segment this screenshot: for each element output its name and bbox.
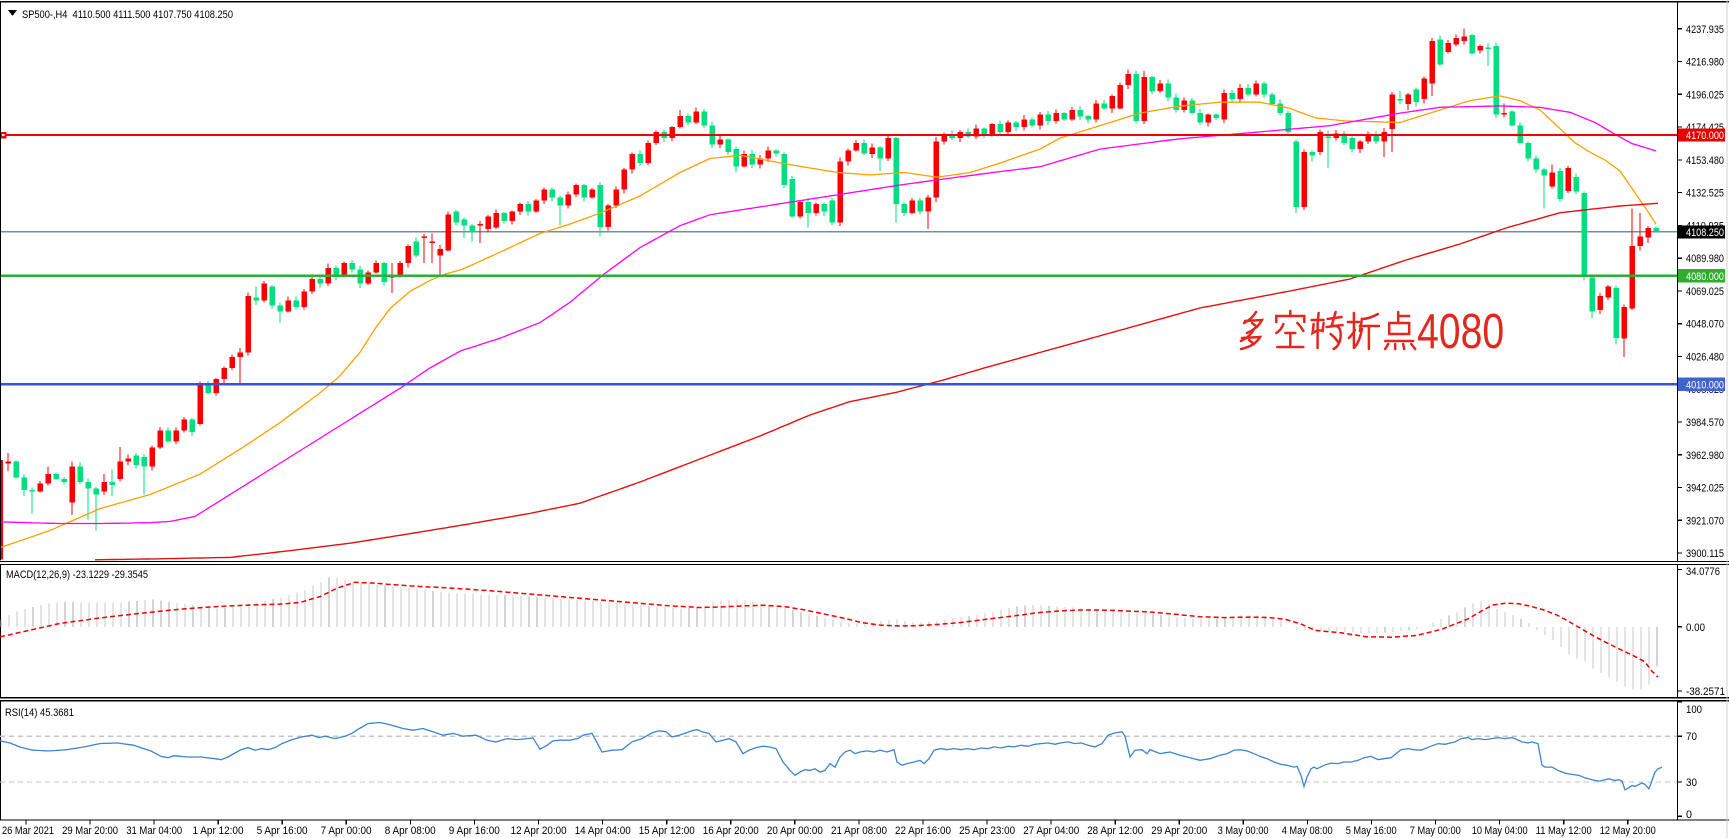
svg-text:4196.025: 4196.025 [1686,89,1724,101]
svg-text:4010.000: 4010.000 [1686,379,1724,391]
svg-text:5 Apr 16:00: 5 Apr 16:00 [257,825,308,837]
svg-text:0.00: 0.00 [1686,622,1705,634]
svg-text:4216.980: 4216.980 [1686,57,1724,69]
svg-text:4170.000: 4170.000 [1686,130,1724,142]
svg-text:15 Apr 12:00: 15 Apr 12:00 [639,825,695,837]
svg-text:4026.480: 4026.480 [1686,352,1724,364]
svg-text:4089.980: 4089.980 [1686,253,1724,265]
svg-text:3984.570: 3984.570 [1686,417,1724,429]
svg-text:20 Apr 00:00: 20 Apr 00:00 [767,825,823,837]
svg-text:16 Apr 20:00: 16 Apr 20:00 [703,825,759,837]
svg-text:10 May 04:00: 10 May 04:00 [1472,825,1528,837]
svg-text:4080: 4080 [1417,305,1504,359]
svg-text:12 Apr 20:00: 12 Apr 20:00 [511,825,567,837]
svg-text:4048.070: 4048.070 [1686,319,1724,331]
svg-text:3921.070: 3921.070 [1686,515,1724,527]
svg-text:8 Apr 08:00: 8 Apr 08:00 [385,825,436,837]
svg-text:29 Mar 20:00: 29 Mar 20:00 [62,825,118,837]
svg-text:25 Apr 23:00: 25 Apr 23:00 [959,825,1015,837]
svg-text:9 Apr 16:00: 9 Apr 16:00 [449,825,500,837]
svg-text:27 Apr 04:00: 27 Apr 04:00 [1023,825,1079,837]
svg-text:7 Apr 00:00: 7 Apr 00:00 [321,825,372,837]
svg-text:4132.525: 4132.525 [1686,188,1724,200]
svg-text:4108.250: 4108.250 [1686,227,1724,239]
svg-text:4069.025: 4069.025 [1686,286,1724,298]
svg-text:3942.025: 3942.025 [1686,483,1724,495]
svg-text:4080.000: 4080.000 [1686,271,1724,283]
svg-text:28 Apr 12:00: 28 Apr 12:00 [1087,825,1143,837]
svg-text:3900.115: 3900.115 [1686,548,1724,560]
svg-text:-38.2571: -38.2571 [1686,686,1725,698]
svg-text:7 May 00:00: 7 May 00:00 [1410,825,1461,837]
svg-text:0: 0 [1686,809,1692,821]
svg-text:12 May 20:00: 12 May 20:00 [1600,825,1656,837]
svg-text:31 Mar 04:00: 31 Mar 04:00 [126,825,182,837]
svg-text:11 May 12:00: 11 May 12:00 [1536,825,1592,837]
svg-text:26 Mar 2021: 26 Mar 2021 [2,825,54,837]
svg-text:MACD(12,26,9) -23.1229 -29.354: MACD(12,26,9) -23.1229 -29.3545 [6,569,148,581]
svg-text:21 Apr 08:00: 21 Apr 08:00 [831,825,887,837]
svg-text:4237.935: 4237.935 [1686,24,1724,36]
svg-text:3962.980: 3962.980 [1686,450,1724,462]
svg-text:RSI(14) 45.3681: RSI(14) 45.3681 [5,707,74,719]
svg-text:1 Apr 12:00: 1 Apr 12:00 [193,825,244,837]
svg-text:14 Apr 04:00: 14 Apr 04:00 [575,825,631,837]
svg-text:5 May 16:00: 5 May 16:00 [1346,825,1397,837]
svg-text:34.0776: 34.0776 [1686,566,1720,578]
svg-text:30: 30 [1686,777,1697,789]
svg-text:70: 70 [1686,731,1697,743]
svg-text:3 May 00:00: 3 May 00:00 [1218,825,1269,837]
svg-text:29 Apr 20:00: 29 Apr 20:00 [1151,825,1207,837]
svg-text:4 May 08:00: 4 May 08:00 [1282,825,1333,837]
svg-text:4153.480: 4153.480 [1686,155,1724,167]
svg-text:100: 100 [1686,704,1702,716]
svg-text:SP500-,H4 4110.500 4111.500 4: SP500-,H4 4110.500 4111.500 4107.750 410… [22,9,233,21]
svg-text:22 Apr 16:00: 22 Apr 16:00 [895,825,951,837]
